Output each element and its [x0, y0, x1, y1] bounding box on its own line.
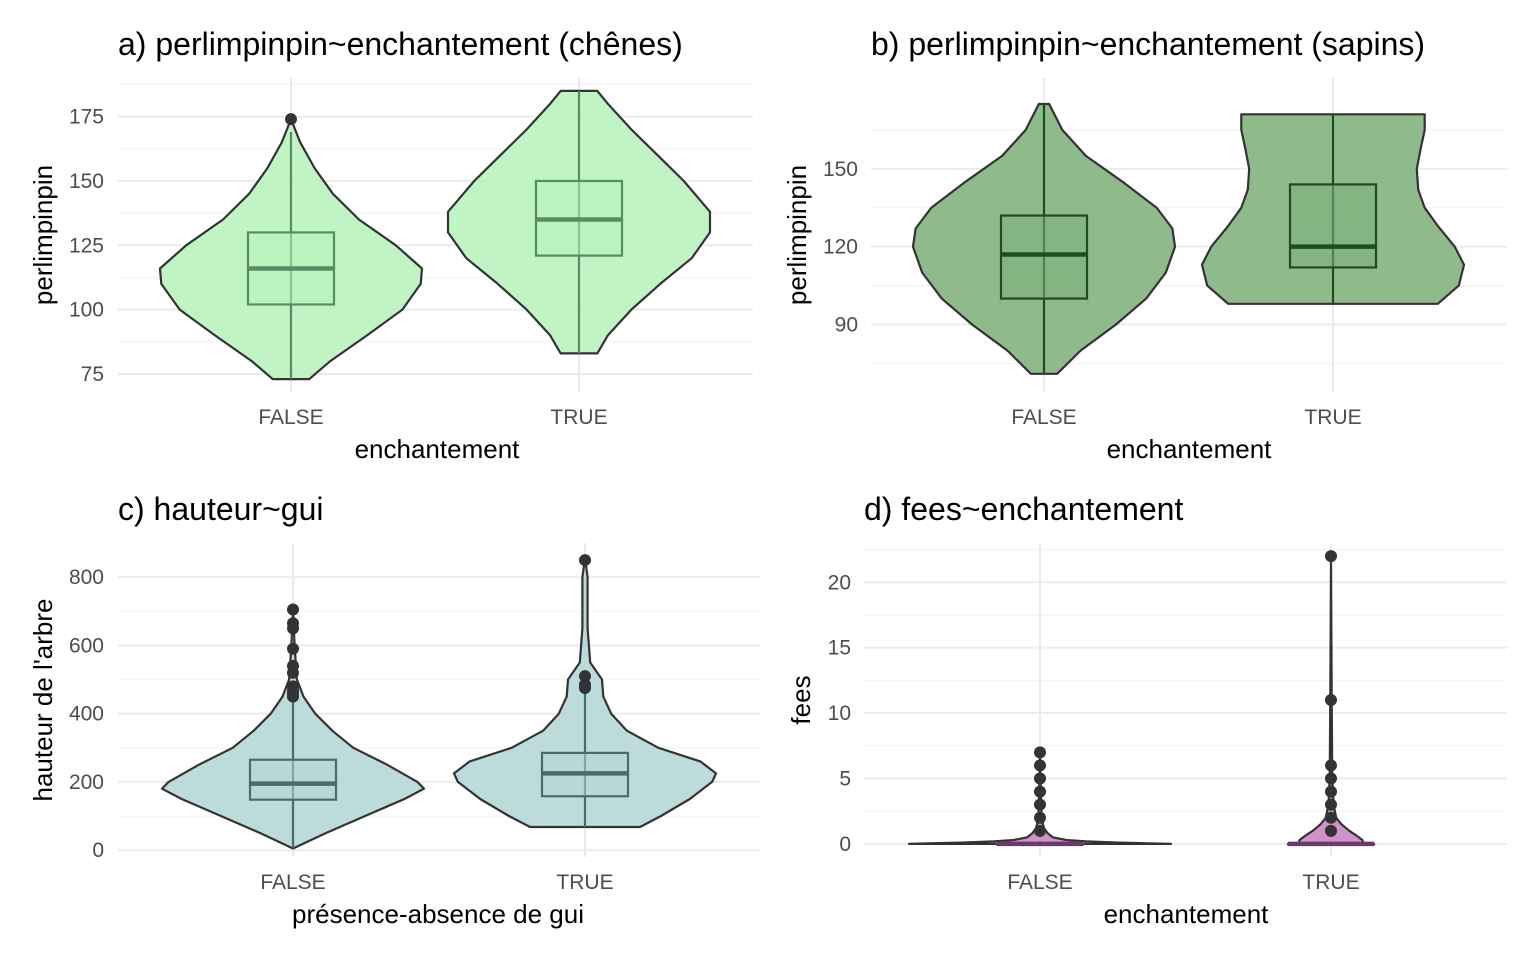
- panel-a-outlier-point: [285, 113, 297, 126]
- panel-d-y-tick-label: 5: [839, 768, 851, 791]
- panel-d-outlier-point: [1325, 824, 1337, 837]
- panel-d-outlier-point: [1034, 811, 1046, 824]
- panel-b-x-tick-label: FALSE: [1011, 406, 1076, 429]
- panel-d-x-tick-label: FALSE: [1007, 871, 1072, 894]
- panel-b-box-true: [1288, 183, 1378, 269]
- panel-c-box-false: [248, 758, 338, 801]
- panel-a-y-tick-label: 175: [69, 106, 104, 129]
- panel-c-outlier-point: [579, 554, 591, 567]
- panel-c-y-tick-label: 600: [69, 634, 104, 657]
- panel-a-y-tick-label: 100: [69, 299, 104, 322]
- panel-d-outlier-point: [1325, 772, 1337, 785]
- panel-a-y-tick-label: 75: [81, 363, 104, 386]
- panel-b-ylabel: perlimpinpin: [782, 165, 812, 305]
- panel-c-outlier-point: [579, 670, 591, 683]
- panel-d-outlier-point: [1034, 759, 1046, 772]
- panel-a-x-tick-label: FALSE: [258, 406, 323, 429]
- panel-d-violin-false: [907, 751, 1173, 845]
- panel-b-y-tick-label: 150: [823, 158, 858, 181]
- panel-c-outlier-point: [287, 659, 299, 672]
- panel-d-outlier-point: [1034, 824, 1046, 837]
- panel-a-y-tick-label: 150: [69, 170, 104, 193]
- panel-c-y-tick-label: 800: [69, 566, 104, 589]
- panel-c-outlier-point: [287, 603, 299, 616]
- panel-c-title: c) hauteur~gui: [118, 491, 323, 527]
- panel-d-ylabel: fees: [786, 675, 816, 724]
- panel-c-ylabel: hauteur de l'arbre: [28, 599, 58, 802]
- panel-c-y-tick-label: 200: [69, 771, 104, 794]
- panel-d-outlier-point: [1325, 759, 1337, 772]
- panel-d-outlier-point: [1325, 798, 1337, 811]
- panel-d-outlier-point: [1325, 785, 1337, 798]
- panel-c-x-tick-label: FALSE: [260, 871, 325, 894]
- panel-a-ylabel: perlimpinpin: [28, 165, 58, 305]
- panel-d-outlier-point: [1325, 694, 1337, 706]
- panel-b-y-tick-label: 120: [823, 236, 858, 259]
- panel-b-title: b) perlimpinpin~enchantement (sapins): [871, 26, 1425, 62]
- panel-b-box-false: [999, 214, 1089, 300]
- panel-a-plot: 75 100 125 150 175 FALSE TRUE: [69, 78, 753, 429]
- panel-a-xlabel: enchantement: [355, 434, 521, 464]
- panel-d-y-tick-label: 15: [828, 637, 851, 660]
- panel-d: d) fees~enchantement enchantement fees 0…: [786, 491, 1507, 929]
- panel-d-outlier-point: [1325, 811, 1337, 824]
- panel-a-y-tick-label: 125: [69, 234, 104, 257]
- panel-d-y-tick-label: 0: [839, 833, 851, 856]
- panel-b-y-tick-label: 90: [835, 314, 858, 337]
- panel-c-x-tick-label: TRUE: [556, 871, 613, 894]
- panel-d-plot: 0 5 10 15 20 FALSE TRUE: [828, 543, 1507, 894]
- panel-c-outlier-point: [579, 678, 591, 691]
- panel-c-outlier-point: [287, 617, 299, 630]
- panel-c-plot: 0 200 400 600 800 FALSE TRUE: [69, 543, 760, 894]
- panel-d-x-tick-label: TRUE: [1302, 871, 1359, 894]
- panel-d-outlier-point: [1034, 746, 1046, 759]
- panel-c-y-tick-label: 400: [69, 703, 104, 726]
- panel-a-x-tick-label: TRUE: [550, 406, 607, 429]
- panel-b-plot: 90 120 150 FALSE TRUE: [823, 78, 1507, 429]
- panel-c-outlier-point: [287, 642, 299, 655]
- panel-d-outlier-point: [1034, 798, 1046, 811]
- panel-c-y-tick-label: 0: [92, 839, 104, 862]
- panel-d-y-tick-label: 20: [828, 571, 851, 594]
- panel-a-title: a) perlimpinpin~enchantement (chênes): [118, 26, 683, 62]
- panel-c-outlier-point: [287, 680, 299, 693]
- panel-b-x-tick-label: TRUE: [1304, 406, 1361, 429]
- panel-d-outlier-point: [1325, 550, 1337, 563]
- panel-a: a) perlimpinpin~enchantement (chênes) en…: [28, 26, 753, 464]
- panel-d-y-tick-label: 10: [828, 702, 851, 725]
- panel-b-xlabel: enchantement: [1107, 434, 1273, 464]
- panel-d-xlabel: enchantement: [1104, 899, 1270, 929]
- panel-c-xlabel: présence-absence de gui: [292, 899, 584, 929]
- panel-c: c) hauteur~gui présence-absence de gui h…: [28, 491, 760, 929]
- panel-d-title: d) fees~enchantement: [864, 491, 1183, 527]
- panel-d-outlier-point: [1034, 785, 1046, 798]
- panel-d-outlier-point: [1034, 772, 1046, 785]
- panel-b: b) perlimpinpin~enchantement (sapins) en…: [782, 26, 1507, 464]
